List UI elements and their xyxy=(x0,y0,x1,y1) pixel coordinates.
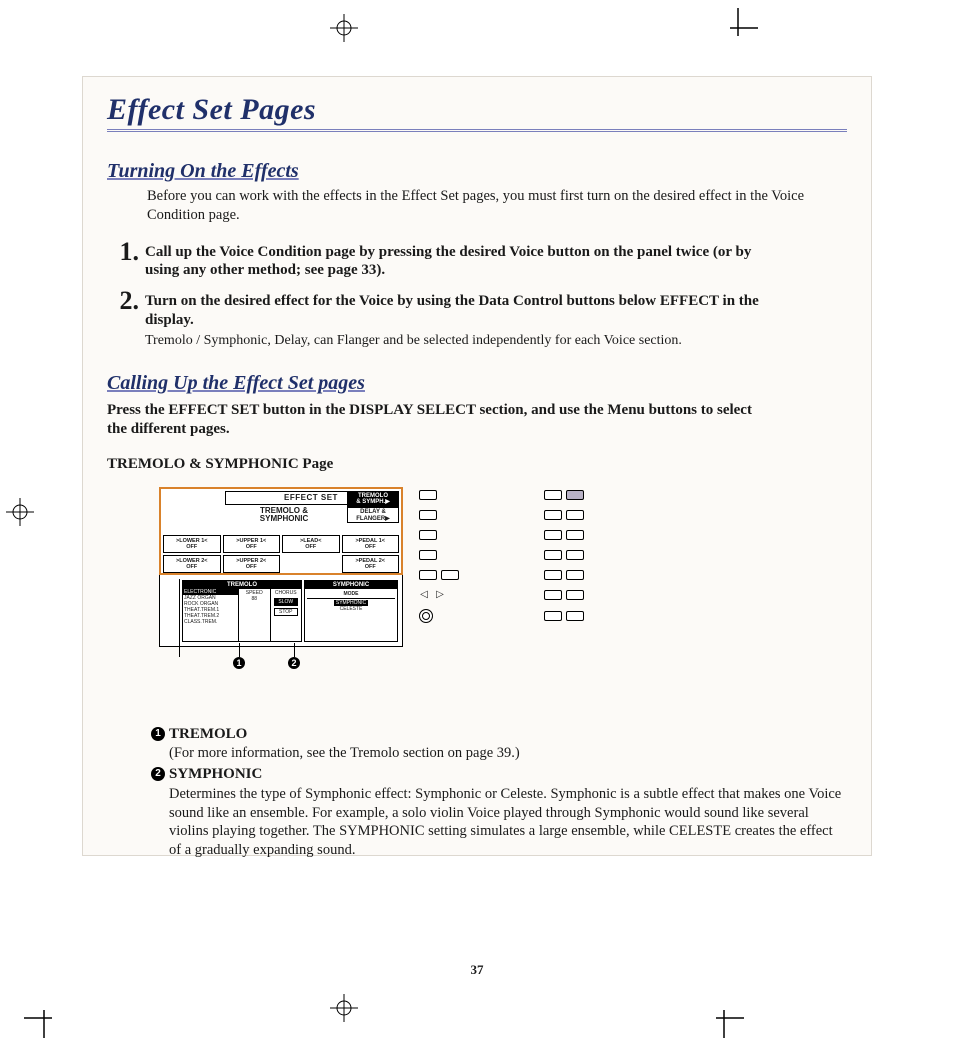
panel-knob xyxy=(419,609,433,623)
section1-intro: Before you can work with the effects in … xyxy=(147,187,807,225)
def-symphonic-title: SYMPHONIC xyxy=(169,766,262,782)
voice-lead: >LEAD<OFF xyxy=(282,535,340,553)
lcd-subtitle: TREMOLO &SYMPHONIC xyxy=(225,507,343,524)
step-1: 1. Call up the Voice Condition page by p… xyxy=(107,239,847,281)
registration-mark-top xyxy=(330,14,358,42)
step-1-number: 1. xyxy=(107,239,145,265)
panel-button xyxy=(566,590,584,600)
voice-lower1: >LOWER 1<OFF xyxy=(163,535,221,553)
tremolo-chorus: CHORUS SLOW STOP xyxy=(271,589,302,641)
panel-button xyxy=(566,530,584,540)
def-tremolo: 1 TREMOLO (For more information, see the… xyxy=(151,725,847,763)
section2-press-line: Press the EFFECT SET button in the DISPL… xyxy=(107,401,767,440)
arrow-buttons: ◁▷ xyxy=(419,590,445,600)
panel-button xyxy=(566,550,584,560)
panel-button xyxy=(544,590,562,600)
lcd-diagram: EFFECT SET TREMOLO& SYMPH.▶ DELAY &FLANG… xyxy=(159,487,589,667)
panel-button xyxy=(544,570,562,580)
voice-upper1: >UPPER 1<OFF xyxy=(223,535,281,553)
definitions: 1 TREMOLO (For more information, see the… xyxy=(151,725,847,860)
voice-lower2: >LOWER 2<OFF xyxy=(163,555,221,573)
section-turning-on-title: Turning On the Effects xyxy=(107,160,847,183)
step-2-note: Tremolo / Symphonic, Delay, can Flanger … xyxy=(145,332,785,350)
panel-button-highlighted xyxy=(566,490,584,500)
def-num-1: 1 xyxy=(151,727,165,741)
section-calling-up-title: Calling Up the Effect Set pages xyxy=(107,372,847,395)
symphonic-panel-head: SYMPHONIC xyxy=(305,581,397,589)
def-symphonic: 2 SYMPHONIC Determines the type of Symph… xyxy=(151,765,847,860)
callout-num-1: 1 xyxy=(233,657,245,669)
tremolo-panel: TREMOLO ELECTRONIC JAZZ ORGAN ROCK ORGAN… xyxy=(182,580,302,642)
callout-line-2 xyxy=(294,643,295,657)
main-title: Effect Set Pages xyxy=(107,93,847,132)
crop-mark-bl xyxy=(24,994,68,1038)
step-2-text: Turn on the desired effect for the Voice… xyxy=(145,292,785,330)
panel-button xyxy=(566,611,584,621)
panel-button xyxy=(544,611,562,621)
panel-button xyxy=(566,510,584,520)
page-number: 37 xyxy=(0,962,954,978)
callout-line-1b xyxy=(239,643,240,657)
tremolo-speed: SPEED 88 xyxy=(239,589,271,641)
voice-empty xyxy=(282,555,340,573)
symphonic-panel: SYMPHONIC MODE SYMPHONIC CELESTE xyxy=(304,580,398,642)
panel-button xyxy=(441,570,459,580)
crop-mark-tr xyxy=(714,8,758,52)
panel-button xyxy=(419,570,437,580)
registration-mark-bottom xyxy=(330,994,358,1022)
panel-button xyxy=(419,490,437,500)
step-2-number: 2. xyxy=(107,288,145,314)
voice-upper2: >UPPER 2<OFF xyxy=(223,555,281,573)
lcd-screen: EFFECT SET TREMOLO& SYMPH.▶ DELAY &FLANG… xyxy=(159,487,403,647)
tremolo-symphonic-heading: TREMOLO & SYMPHONIC Page xyxy=(107,456,847,473)
callout-line-1 xyxy=(179,579,180,657)
crop-mark-br xyxy=(700,994,744,1038)
voice-pedal1: >PEDAL 1<OFF xyxy=(342,535,400,553)
lcd-bottom-panels: TREMOLO ELECTRONIC JAZZ ORGAN ROCK ORGAN… xyxy=(182,580,398,642)
voice-grid: >LOWER 1<OFF >UPPER 1<OFF >LEAD<OFF >PED… xyxy=(163,535,399,573)
panel-button xyxy=(544,550,562,560)
panel-button xyxy=(419,550,437,560)
step-1-text: Call up the Voice Condition page by pres… xyxy=(145,243,785,281)
step-2: 2. Turn on the desired effect for the Vo… xyxy=(107,288,847,350)
def-num-2: 2 xyxy=(151,767,165,781)
tremolo-panel-head: TREMOLO xyxy=(183,581,301,589)
lcd-tab-delay: DELAY &FLANGER▶ xyxy=(347,507,399,523)
panel-button xyxy=(544,530,562,540)
panel-button xyxy=(419,530,437,540)
registration-mark-left xyxy=(6,498,34,526)
panel-buttons: ◁▷ xyxy=(419,489,584,631)
def-symphonic-body: Determines the type of Symphonic effect:… xyxy=(169,786,841,859)
callout-num-2: 2 xyxy=(288,657,300,669)
page-content-frame: Effect Set Pages Turning On the Effects … xyxy=(82,76,872,856)
def-tremolo-title: TREMOLO xyxy=(169,726,247,742)
lcd-tabs: TREMOLO& SYMPH.▶ DELAY &FLANGER▶ xyxy=(347,491,399,519)
panel-button xyxy=(544,490,562,500)
panel-button xyxy=(544,510,562,520)
voice-pedal2: >PEDAL 2<OFF xyxy=(342,555,400,573)
lcd-tab-tremolo: TREMOLO& SYMPH.▶ xyxy=(347,491,399,507)
def-tremolo-body: (For more information, see the Tremolo s… xyxy=(169,745,520,761)
panel-button xyxy=(419,510,437,520)
panel-button xyxy=(566,570,584,580)
tremolo-list: ELECTRONIC JAZZ ORGAN ROCK ORGAN THEAT.T… xyxy=(183,589,239,641)
